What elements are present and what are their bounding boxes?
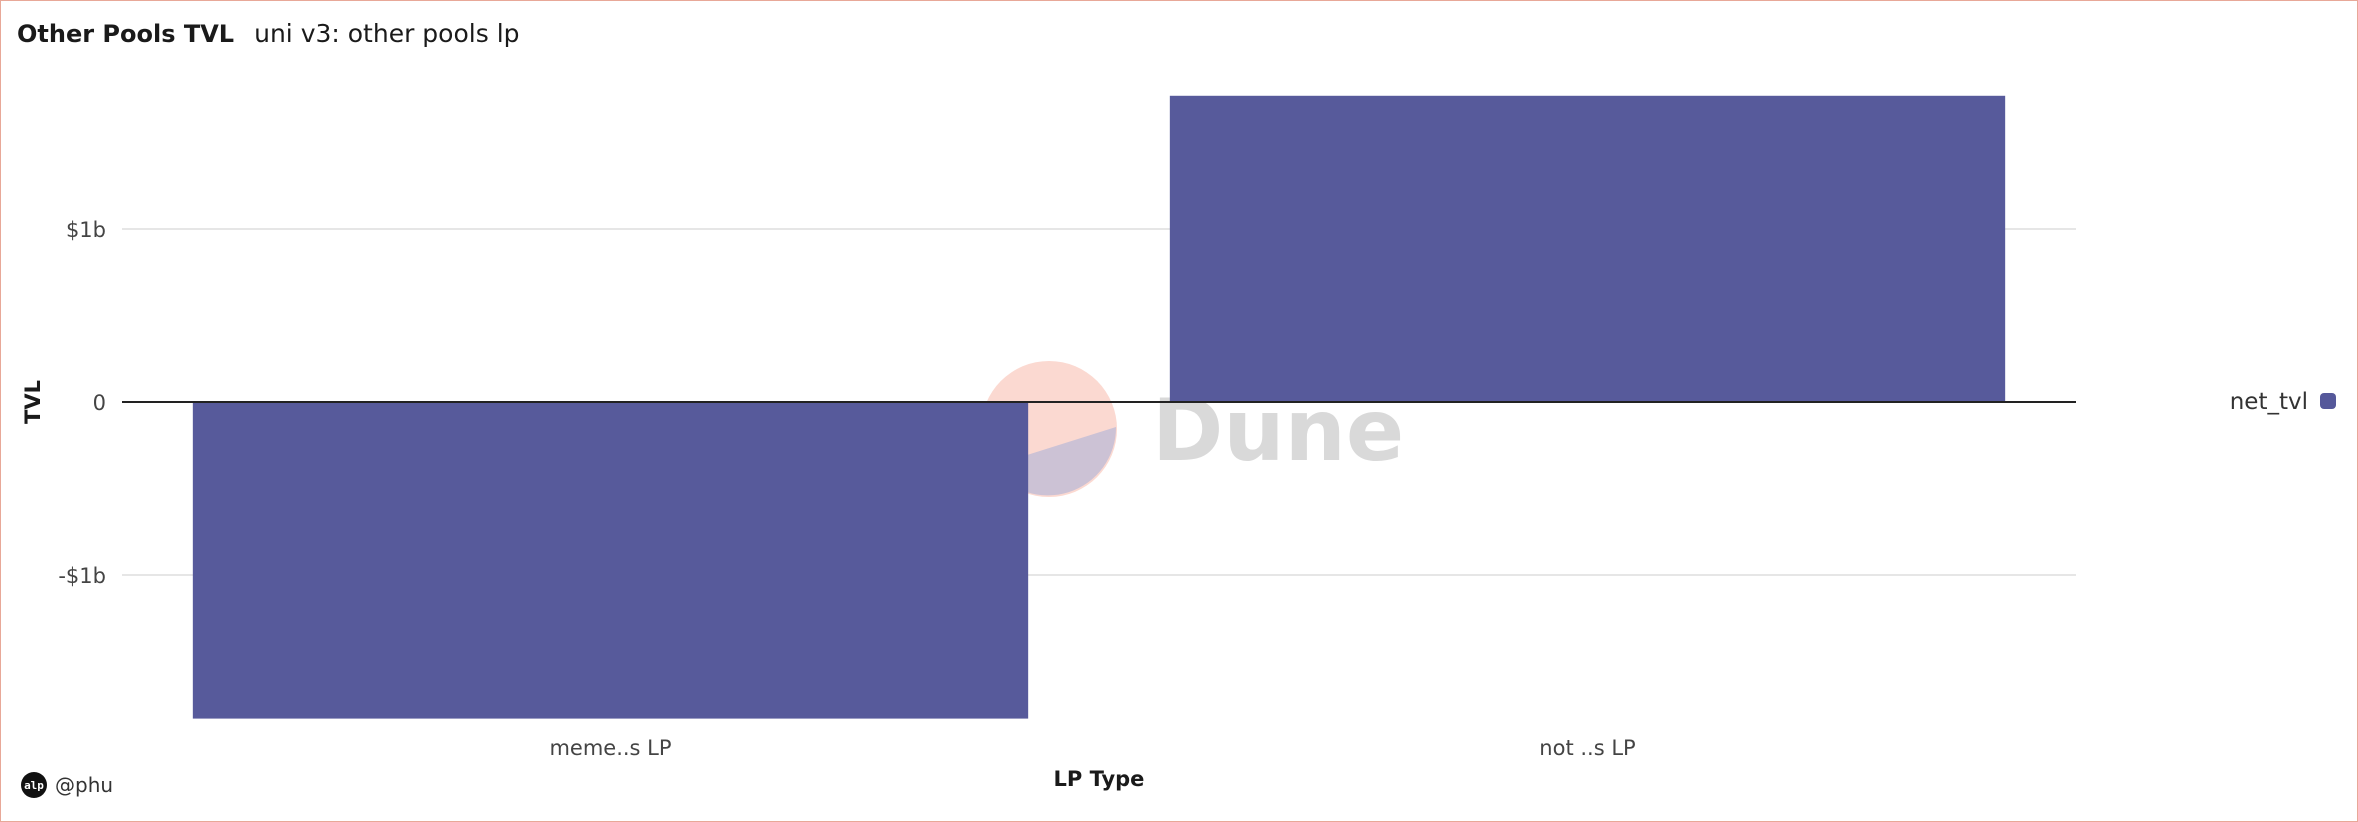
legend-swatch[interactable]	[2320, 393, 2336, 409]
legend[interactable]: net_tvl	[2230, 389, 2336, 415]
legend-label[interactable]: net_tvl	[2230, 389, 2308, 415]
author-handle[interactable]: @phu	[55, 773, 114, 797]
y-tick-label: -$1b	[58, 564, 106, 588]
y-tick-label: $1b	[66, 218, 106, 242]
author-footer[interactable]: alp @phu	[21, 772, 113, 798]
author-avatar[interactable]: alp	[21, 772, 47, 798]
chart-title: Other Pools TVL	[17, 20, 235, 48]
x-axis-title: LP Type	[1054, 767, 1145, 791]
bar-2[interactable]	[1169, 95, 2006, 402]
y-tick-label: 0	[93, 391, 106, 415]
x-tick-label: meme..s LP	[549, 736, 671, 760]
bar-1[interactable]	[192, 402, 1029, 719]
y-axis-ticks: -$1b 0 $1b	[58, 218, 106, 588]
x-tick-label: not ..s LP	[1539, 736, 1635, 760]
bars	[192, 95, 2006, 719]
chart-header: Other Pools TVL uni v3: other pools lp	[17, 19, 520, 48]
x-axis-ticks: meme..s LP not ..s LP	[549, 736, 1635, 760]
query-name[interactable]: uni v3: other pools lp	[254, 19, 520, 48]
y-axis-title: TVL	[21, 380, 45, 424]
